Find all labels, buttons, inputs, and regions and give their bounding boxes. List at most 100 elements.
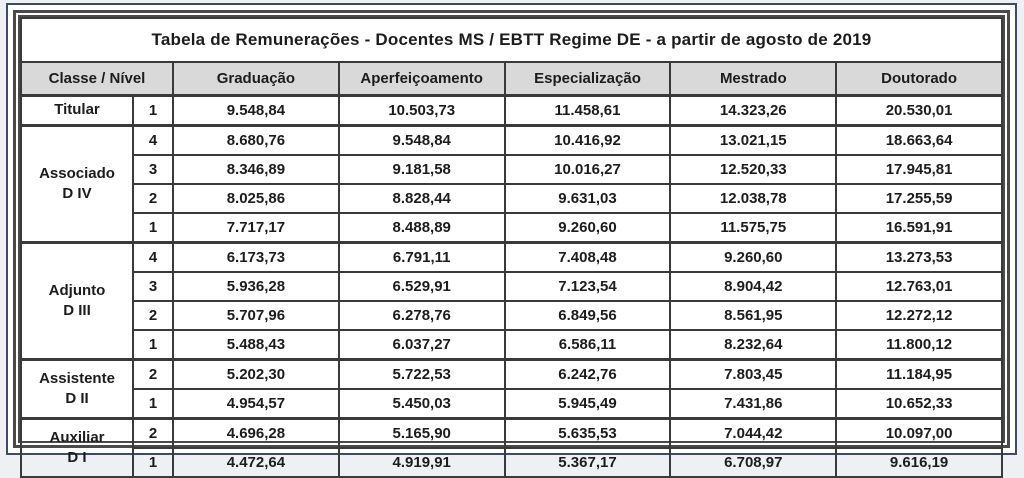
- level-cell: 3: [132, 154, 174, 185]
- table-row: 1 4.954,57 5.450,03 5.945,49 7.431,86 10…: [21, 388, 1003, 420]
- document-frame: Tabela de Remunerações - Docentes MS / E…: [6, 3, 1017, 478]
- table-row: 1 7.717,17 8.488,89 9.260,60 11.575,75 1…: [21, 212, 1003, 244]
- value-cell: 5.165,90: [337, 417, 506, 449]
- value-cell: 20.530,01: [835, 94, 1003, 127]
- value-cell: 9.616,19: [835, 447, 1003, 478]
- level-cell: 2: [132, 183, 174, 214]
- value-cell: 7.408,48: [503, 241, 672, 273]
- value-cell: 9.548,84: [172, 94, 340, 127]
- column-header-mestrado: Mestrado: [669, 61, 838, 97]
- value-cell: 12.272,12: [835, 300, 1003, 331]
- value-cell: 6.849,56: [503, 300, 672, 331]
- value-cell: 11.575,75: [669, 212, 838, 244]
- value-cell: 10.097,00: [835, 417, 1003, 449]
- value-cell: 13.273,53: [835, 241, 1003, 273]
- class-cell-associado: Associado D IV: [20, 124, 134, 244]
- table-title: Tabela de Remunerações - Docentes MS / E…: [20, 17, 1003, 63]
- level-cell: 2: [132, 358, 174, 390]
- value-cell: 5.722,53: [337, 358, 506, 390]
- level-cell: 2: [132, 300, 174, 331]
- table-row: Titular 1 9.548,84 10.503,73 11.458,61 1…: [20, 94, 1003, 127]
- table-row: 3 8.346,89 9.181,58 10.016,27 12.520,33 …: [21, 154, 1003, 185]
- value-cell: 5.635,53: [503, 417, 672, 449]
- value-cell: 5.367,17: [503, 447, 672, 478]
- value-cell: 6.708,97: [669, 447, 838, 478]
- class-cell-assistente: Assistente D II: [20, 358, 134, 420]
- class-sublabel: D II: [65, 390, 89, 407]
- class-sublabel: D III: [63, 302, 91, 319]
- table-row: Auxiliar D I 2 4.696,28 5.165,90 5.635,5…: [20, 417, 1003, 478]
- value-cell: 13.021,15: [669, 124, 838, 156]
- class-cell-auxiliar: Auxiliar D I: [20, 417, 134, 478]
- value-cell: 8.828,44: [337, 183, 506, 214]
- table-row: 1 4.472,64 4.919,91 5.367,17 6.708,97 9.…: [21, 447, 1003, 478]
- value-cell: 8.346,89: [172, 154, 340, 185]
- level-cell: 1: [132, 329, 174, 361]
- value-cell: 9.548,84: [337, 124, 506, 156]
- value-cell: 7.803,45: [669, 358, 838, 390]
- value-cell: 17.255,59: [835, 183, 1003, 214]
- value-cell: 12.038,78: [669, 183, 838, 214]
- value-cell: 5.707,96: [172, 300, 340, 331]
- value-cell: 10.016,27: [503, 154, 672, 185]
- class-sublabel: D IV: [62, 185, 92, 202]
- value-cell: 4.919,91: [337, 447, 506, 478]
- value-cell: 10.652,33: [835, 388, 1003, 420]
- class-label: Associado: [39, 164, 115, 182]
- level-cell: 2: [132, 417, 174, 449]
- value-cell: 8.025,86: [172, 183, 340, 214]
- level-cell: 4: [132, 241, 174, 273]
- class-cell-titular: Titular: [20, 94, 134, 127]
- table-row: 2 8.025,86 8.828,44 9.631,03 12.038,78 1…: [21, 183, 1003, 214]
- value-cell: 10.416,92: [503, 124, 672, 156]
- value-cell: 4.472,64: [172, 447, 340, 478]
- header-row: Classe / Nível Graduação Aperfeiçoamento…: [20, 61, 1003, 97]
- table-row: Assistente D II 2 5.202,30 5.722,53 6.24…: [20, 358, 1003, 420]
- value-cell: 11.458,61: [503, 94, 672, 127]
- value-cell: 18.663,64: [835, 124, 1003, 156]
- value-cell: 8.488,89: [337, 212, 506, 244]
- value-cell: 9.181,58: [337, 154, 506, 185]
- column-header-aperfeicoamento: Aperfeiçoamento: [337, 61, 506, 97]
- class-label: Assistente: [39, 369, 115, 387]
- column-header-graduacao: Graduação: [172, 61, 340, 97]
- value-cell: 6.791,11: [337, 241, 506, 273]
- level-cell: 4: [132, 124, 174, 156]
- table-row: Adjunto D III 4 6.173,73 6.791,11 7.408,…: [20, 241, 1003, 361]
- class-label: Titular: [54, 101, 100, 119]
- table-row: 3 5.936,28 6.529,91 7.123,54 8.904,42 12…: [21, 271, 1003, 302]
- value-cell: 5.450,03: [337, 388, 506, 420]
- value-cell: 7.044,42: [669, 417, 838, 449]
- title-row: Tabela de Remunerações - Docentes MS / E…: [20, 17, 1003, 63]
- value-cell: 11.800,12: [835, 329, 1003, 361]
- value-cell: 9.260,60: [503, 212, 672, 244]
- column-header-classe-nivel: Classe / Nível: [20, 61, 174, 97]
- class-sublabel: D I: [67, 449, 87, 466]
- table-row: Associado D IV 4 8.680,76 9.548,84 10.41…: [20, 124, 1003, 244]
- value-cell: 16.591,91: [835, 212, 1003, 244]
- value-cell: 7.123,54: [503, 271, 672, 302]
- value-cell: 6.586,11: [503, 329, 672, 361]
- value-cell: 8.232,64: [669, 329, 838, 361]
- column-header-especializacao: Especialização: [503, 61, 672, 97]
- table-inner-border: Tabela de Remunerações - Docentes MS / E…: [18, 15, 1005, 478]
- column-header-doutorado: Doutorado: [835, 61, 1003, 97]
- level-cell: 1: [132, 94, 174, 127]
- table-row: 2 5.707,96 6.278,76 6.849,56 8.561,95 12…: [21, 300, 1003, 331]
- value-cell: 6.278,76: [337, 300, 506, 331]
- value-cell: 4.696,28: [172, 417, 340, 449]
- value-cell: 9.260,60: [669, 241, 838, 273]
- value-cell: 5.488,43: [172, 329, 340, 361]
- level-cell: 1: [132, 447, 174, 478]
- value-cell: 12.520,33: [669, 154, 838, 185]
- class-label: Adjunto: [48, 281, 106, 299]
- value-cell: 4.954,57: [172, 388, 340, 420]
- value-cell: 5.945,49: [503, 388, 672, 420]
- value-cell: 8.680,76: [172, 124, 340, 156]
- value-cell: 14.323,26: [669, 94, 838, 127]
- value-cell: 9.631,03: [503, 183, 672, 214]
- level-cell: 1: [132, 212, 174, 244]
- value-cell: 5.202,30: [172, 358, 340, 390]
- value-cell: 8.904,42: [669, 271, 838, 302]
- level-cell: 3: [132, 271, 174, 302]
